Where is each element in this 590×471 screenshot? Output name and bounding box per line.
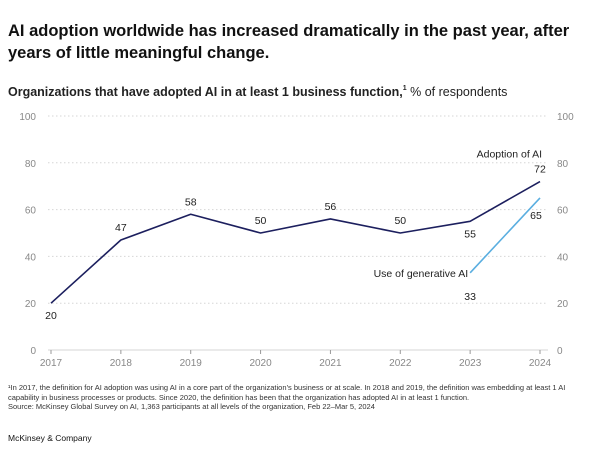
data-label-adoption-2018: 47 bbox=[115, 222, 127, 234]
x-tick-2023: 2023 bbox=[459, 358, 482, 366]
data-label-adoption-2021: 56 bbox=[325, 201, 337, 213]
footnote-marker: 1 bbox=[402, 85, 407, 92]
y-tick-right-100: 100 bbox=[557, 112, 574, 123]
y-tick-right-80: 80 bbox=[557, 159, 569, 170]
data-label-generative-2023: 33 bbox=[464, 291, 476, 303]
y-tick-left-80: 80 bbox=[25, 159, 37, 170]
series-label-generative-ai: Use of generative AI bbox=[374, 268, 469, 280]
y-tick-left-0: 0 bbox=[30, 346, 36, 357]
subtitle-main: Organizations that have adopted AI in at… bbox=[8, 85, 403, 99]
data-label-adoption-2017: 20 bbox=[45, 310, 57, 322]
data-label-adoption-2024: 72 bbox=[534, 164, 546, 176]
footnote-source: Source: McKinsey Global Survey on AI, 1,… bbox=[8, 402, 375, 412]
y-tick-left-20: 20 bbox=[25, 299, 37, 310]
series-label-adoption: Adoption of AI bbox=[477, 149, 542, 161]
headline: AI adoption worldwide has increased dram… bbox=[8, 22, 570, 62]
y-tick-left-100: 100 bbox=[19, 112, 36, 123]
x-tick-2017: 2017 bbox=[40, 358, 63, 366]
data-label-adoption-2022: 50 bbox=[394, 215, 406, 227]
brand-name: McKinsey & Company bbox=[8, 433, 92, 443]
y-tick-left-60: 60 bbox=[25, 206, 37, 217]
x-tick-2021: 2021 bbox=[319, 358, 342, 366]
x-tick-2018: 2018 bbox=[110, 358, 133, 366]
y-tick-right-20: 20 bbox=[557, 299, 569, 310]
y-tick-left-40: 40 bbox=[25, 252, 37, 263]
y-tick-right-40: 40 bbox=[557, 252, 569, 263]
chart-subtitle: Organizations that have adopted AI in at… bbox=[8, 81, 588, 100]
data-label-adoption-2020: 50 bbox=[255, 215, 267, 227]
x-tick-2022: 2022 bbox=[389, 358, 412, 366]
series-line-generative-ai bbox=[469, 197, 541, 274]
data-label-adoption-2023: 55 bbox=[464, 228, 476, 240]
data-label-generative-2024: 65 bbox=[530, 210, 542, 222]
x-tick-2019: 2019 bbox=[180, 358, 203, 366]
x-tick-2020: 2020 bbox=[249, 358, 272, 366]
data-label-adoption-2019: 58 bbox=[185, 196, 197, 208]
y-tick-right-0: 0 bbox=[557, 346, 563, 357]
x-tick-2024: 2024 bbox=[529, 358, 552, 366]
series-line-adoption bbox=[50, 180, 541, 304]
y-tick-right-60: 60 bbox=[557, 206, 569, 217]
subtitle-unit: % of respondents bbox=[406, 85, 508, 99]
footnotes: ¹In 2017, the definition for AI adoption… bbox=[8, 383, 586, 412]
footnote-definition: ¹In 2017, the definition for AI adoption… bbox=[8, 383, 566, 402]
